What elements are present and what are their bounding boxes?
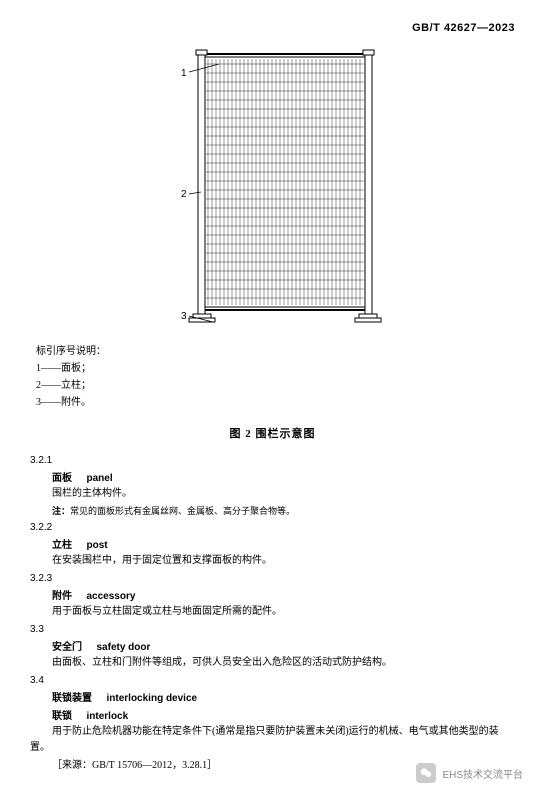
- term-en: safety door: [97, 642, 151, 653]
- legend-item-3: 3——附件。: [36, 394, 515, 411]
- definition: 在安装围栏中，用于固定位置和支撑面板的构件。: [52, 553, 515, 569]
- term-zh: 立柱: [52, 540, 72, 551]
- callout-1: 1: [181, 68, 187, 79]
- page: GB/T 42627—2023: [0, 0, 545, 774]
- legend-item-2: 2——立柱；: [36, 377, 515, 394]
- callout-3: 3: [181, 311, 187, 322]
- term-en: panel: [87, 473, 113, 484]
- callout-2: 2: [181, 189, 187, 200]
- legend-title: 标引序号说明：: [36, 343, 515, 360]
- definition: 用于防止危险机器功能在特定条件下(通常是指只要防护装置未关闭)运行的机械、电气或…: [30, 724, 515, 756]
- term-zh: 面板: [52, 473, 72, 484]
- section-number: 3.2.2: [30, 522, 515, 533]
- legend-item-1: 1——面板；: [36, 360, 515, 377]
- note-text: 常见的面板形式有金属丝网、金属板、高分子聚合物等。: [70, 506, 295, 516]
- footer-text: EHS技术交流平台: [442, 766, 523, 781]
- section-3-2-3: 3.2.3 附件 accessory 用于面板与立柱固定或立柱与地面固定所需的配…: [30, 573, 515, 620]
- section-number: 3.2.1: [30, 455, 515, 466]
- term-zh: 联锁装置: [52, 693, 92, 704]
- term-zh: 安全门: [52, 642, 82, 653]
- section-3-2-1: 3.2.1 面板 panel 围栏的主体构件。 注：常见的面板形式有金属丝网、金…: [30, 455, 515, 518]
- section-number: 3.4: [30, 675, 515, 686]
- watermark-footer: EHS技术交流平台: [416, 763, 523, 783]
- definition: 围栏的主体构件。: [52, 486, 515, 502]
- definition: 用于面板与立柱固定或立柱与地面固定所需的配件。: [52, 604, 515, 620]
- term2-en: interlock: [87, 711, 129, 722]
- definition: 由面板、立柱和门附件等组成，可供人员安全出入危险区的活动式防护结构。: [52, 655, 515, 671]
- wechat-icon: [416, 763, 436, 783]
- note: 注：常见的面板形式有金属丝网、金属板、高分子聚合物等。: [52, 504, 515, 518]
- term-en: post: [87, 540, 108, 551]
- term-en: interlocking device: [107, 693, 198, 704]
- figure-caption: 图 2 围栏示意图: [30, 425, 515, 441]
- section-3-2-2: 3.2.2 立柱 post 在安装围栏中，用于固定位置和支撑面板的构件。: [30, 522, 515, 569]
- standard-header: GB/T 42627—2023: [30, 22, 515, 34]
- figure-2: 1 2 3: [30, 42, 515, 335]
- section-number: 3.3: [30, 624, 515, 635]
- fence-diagram: 1 2 3: [123, 42, 423, 332]
- term-zh: 附件: [52, 591, 72, 602]
- term2-zh: 联锁: [52, 711, 72, 722]
- section-3-3: 3.3 安全门 safety door 由面板、立柱和门附件等组成，可供人员安全…: [30, 624, 515, 671]
- section-number: 3.2.3: [30, 573, 515, 584]
- term-en: accessory: [87, 591, 136, 602]
- section-3-4: 3.4 联锁装置 interlocking device 联锁 interloc…: [30, 675, 515, 774]
- note-label: 注：: [52, 506, 70, 516]
- figure-legend: 标引序号说明： 1——面板； 2——立柱； 3——附件。: [36, 343, 515, 411]
